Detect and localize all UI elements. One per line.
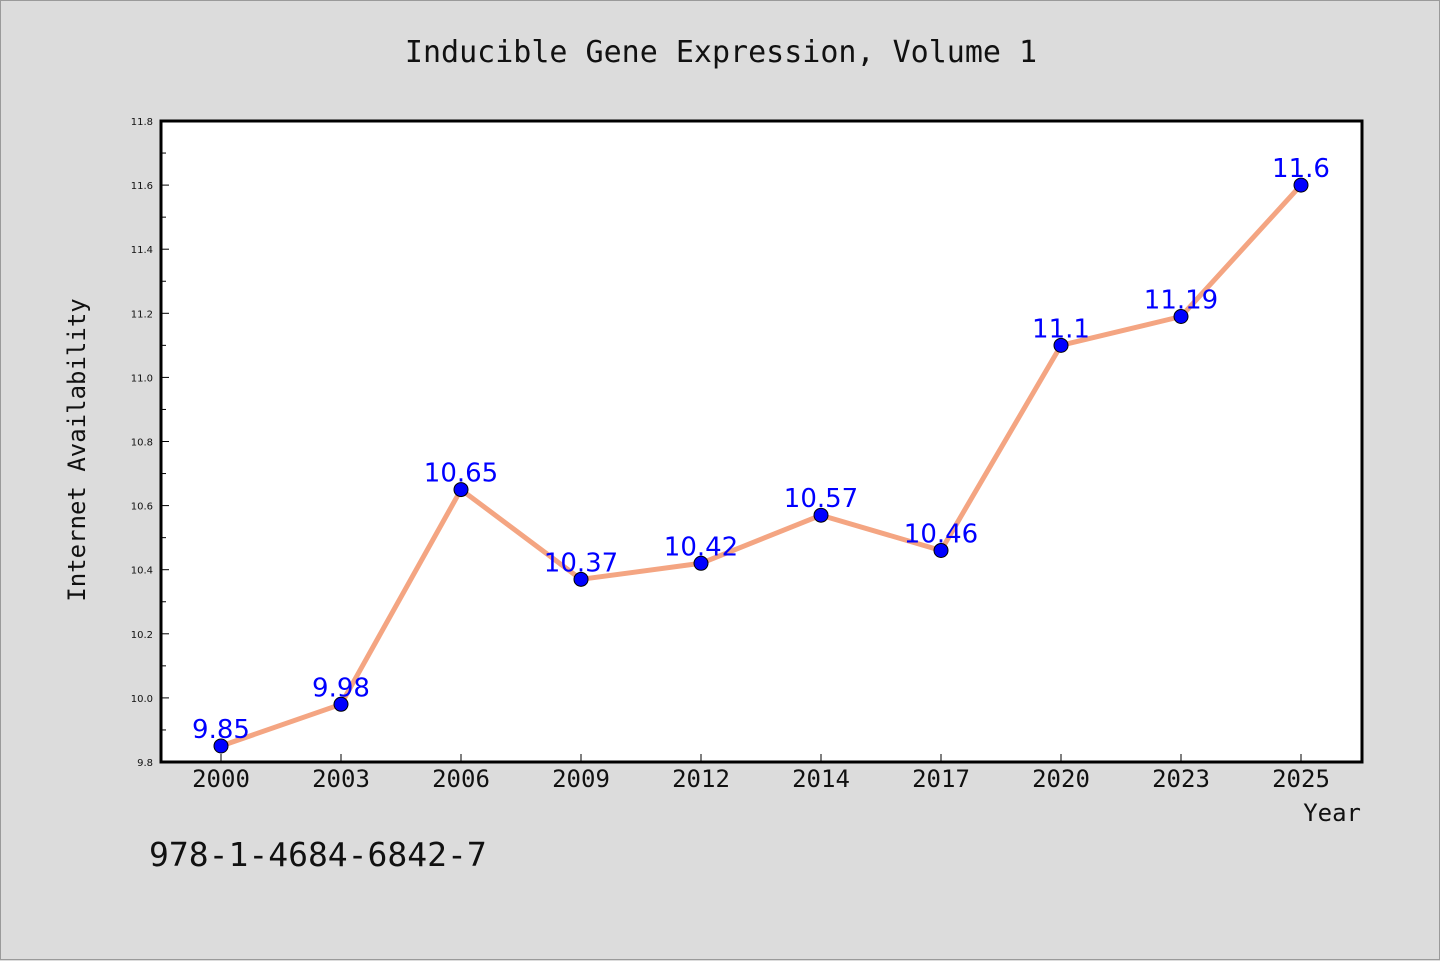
y-tick-label: 11.4 — [131, 245, 153, 256]
x-tick-label: 2006 — [432, 765, 490, 793]
series-line — [220, 183, 1303, 749]
x-tick-label: 2000 — [192, 765, 250, 793]
series-layer — [213, 177, 1309, 754]
data-label: 10.42 — [664, 532, 738, 562]
plot-area — [159, 119, 1364, 764]
x-axis: 2000 2003 2006 2009 2012 2014 2017 2020 2023 2025 — [192, 754, 1330, 793]
data-label: 9.85 — [192, 715, 250, 745]
x-tick-label: 2025 — [1272, 765, 1330, 793]
data-point — [813, 507, 829, 523]
y-tick-label: 10.0 — [131, 694, 153, 705]
data-point — [333, 696, 349, 712]
x-axis-title: Year — [1303, 799, 1361, 827]
data-label: 11.19 — [1144, 286, 1218, 316]
x-tick-label: 2020 — [1032, 765, 1090, 793]
x-tick-label: 2012 — [672, 765, 730, 793]
data-point — [453, 482, 469, 498]
data-label: 10.57 — [784, 484, 858, 514]
y-tick-label: 9.8 — [137, 758, 153, 769]
chart-title: Inducible Gene Expression, Volume 1 — [404, 35, 1038, 70]
data-point — [1173, 309, 1189, 325]
isbn-text: 978-1-4684-6842-7 — [149, 835, 487, 874]
y-tick-label: 11.2 — [131, 309, 153, 320]
data-point — [573, 571, 589, 587]
data-label: 9.98 — [312, 673, 370, 703]
data-point — [213, 738, 229, 754]
y-tick-label: 10.6 — [131, 502, 153, 513]
x-tick-label: 2023 — [1152, 765, 1210, 793]
data-label: 10.65 — [424, 459, 498, 489]
y-tick-label: 10.8 — [131, 438, 153, 449]
y-tick-label: 11.6 — [131, 181, 153, 192]
x-tick-label: 2003 — [312, 765, 370, 793]
x-tick-label: 2009 — [552, 765, 610, 793]
data-point — [1053, 337, 1069, 353]
data-point — [1293, 177, 1309, 193]
y-axis: 9.8 10.0 10.2 10.4 10.6 10.8 11.0 11.2 11.4 11.6 1… — [131, 117, 169, 769]
y-tick-label: 11.8 — [131, 117, 153, 128]
y-axis-title: Internet Availability — [63, 298, 91, 601]
data-point — [693, 555, 709, 571]
y-tick-label: 10.2 — [131, 630, 153, 641]
data-point — [933, 542, 949, 558]
data-label: 10.37 — [544, 548, 618, 578]
data-label: 11.6 — [1272, 154, 1330, 184]
data-label: 11.1 — [1032, 314, 1090, 344]
y-tick-label: 10.4 — [131, 566, 153, 577]
x-tick-label: 2017 — [912, 765, 970, 793]
y-tick-label: 11.0 — [131, 373, 153, 384]
data-label: 10.46 — [904, 519, 978, 549]
x-tick-label: 2014 — [792, 765, 850, 793]
data-label-layer: 9.85 9.98 10.65 10.37 10.42 10.57 10.46 11.1 11.… — [192, 154, 1330, 745]
